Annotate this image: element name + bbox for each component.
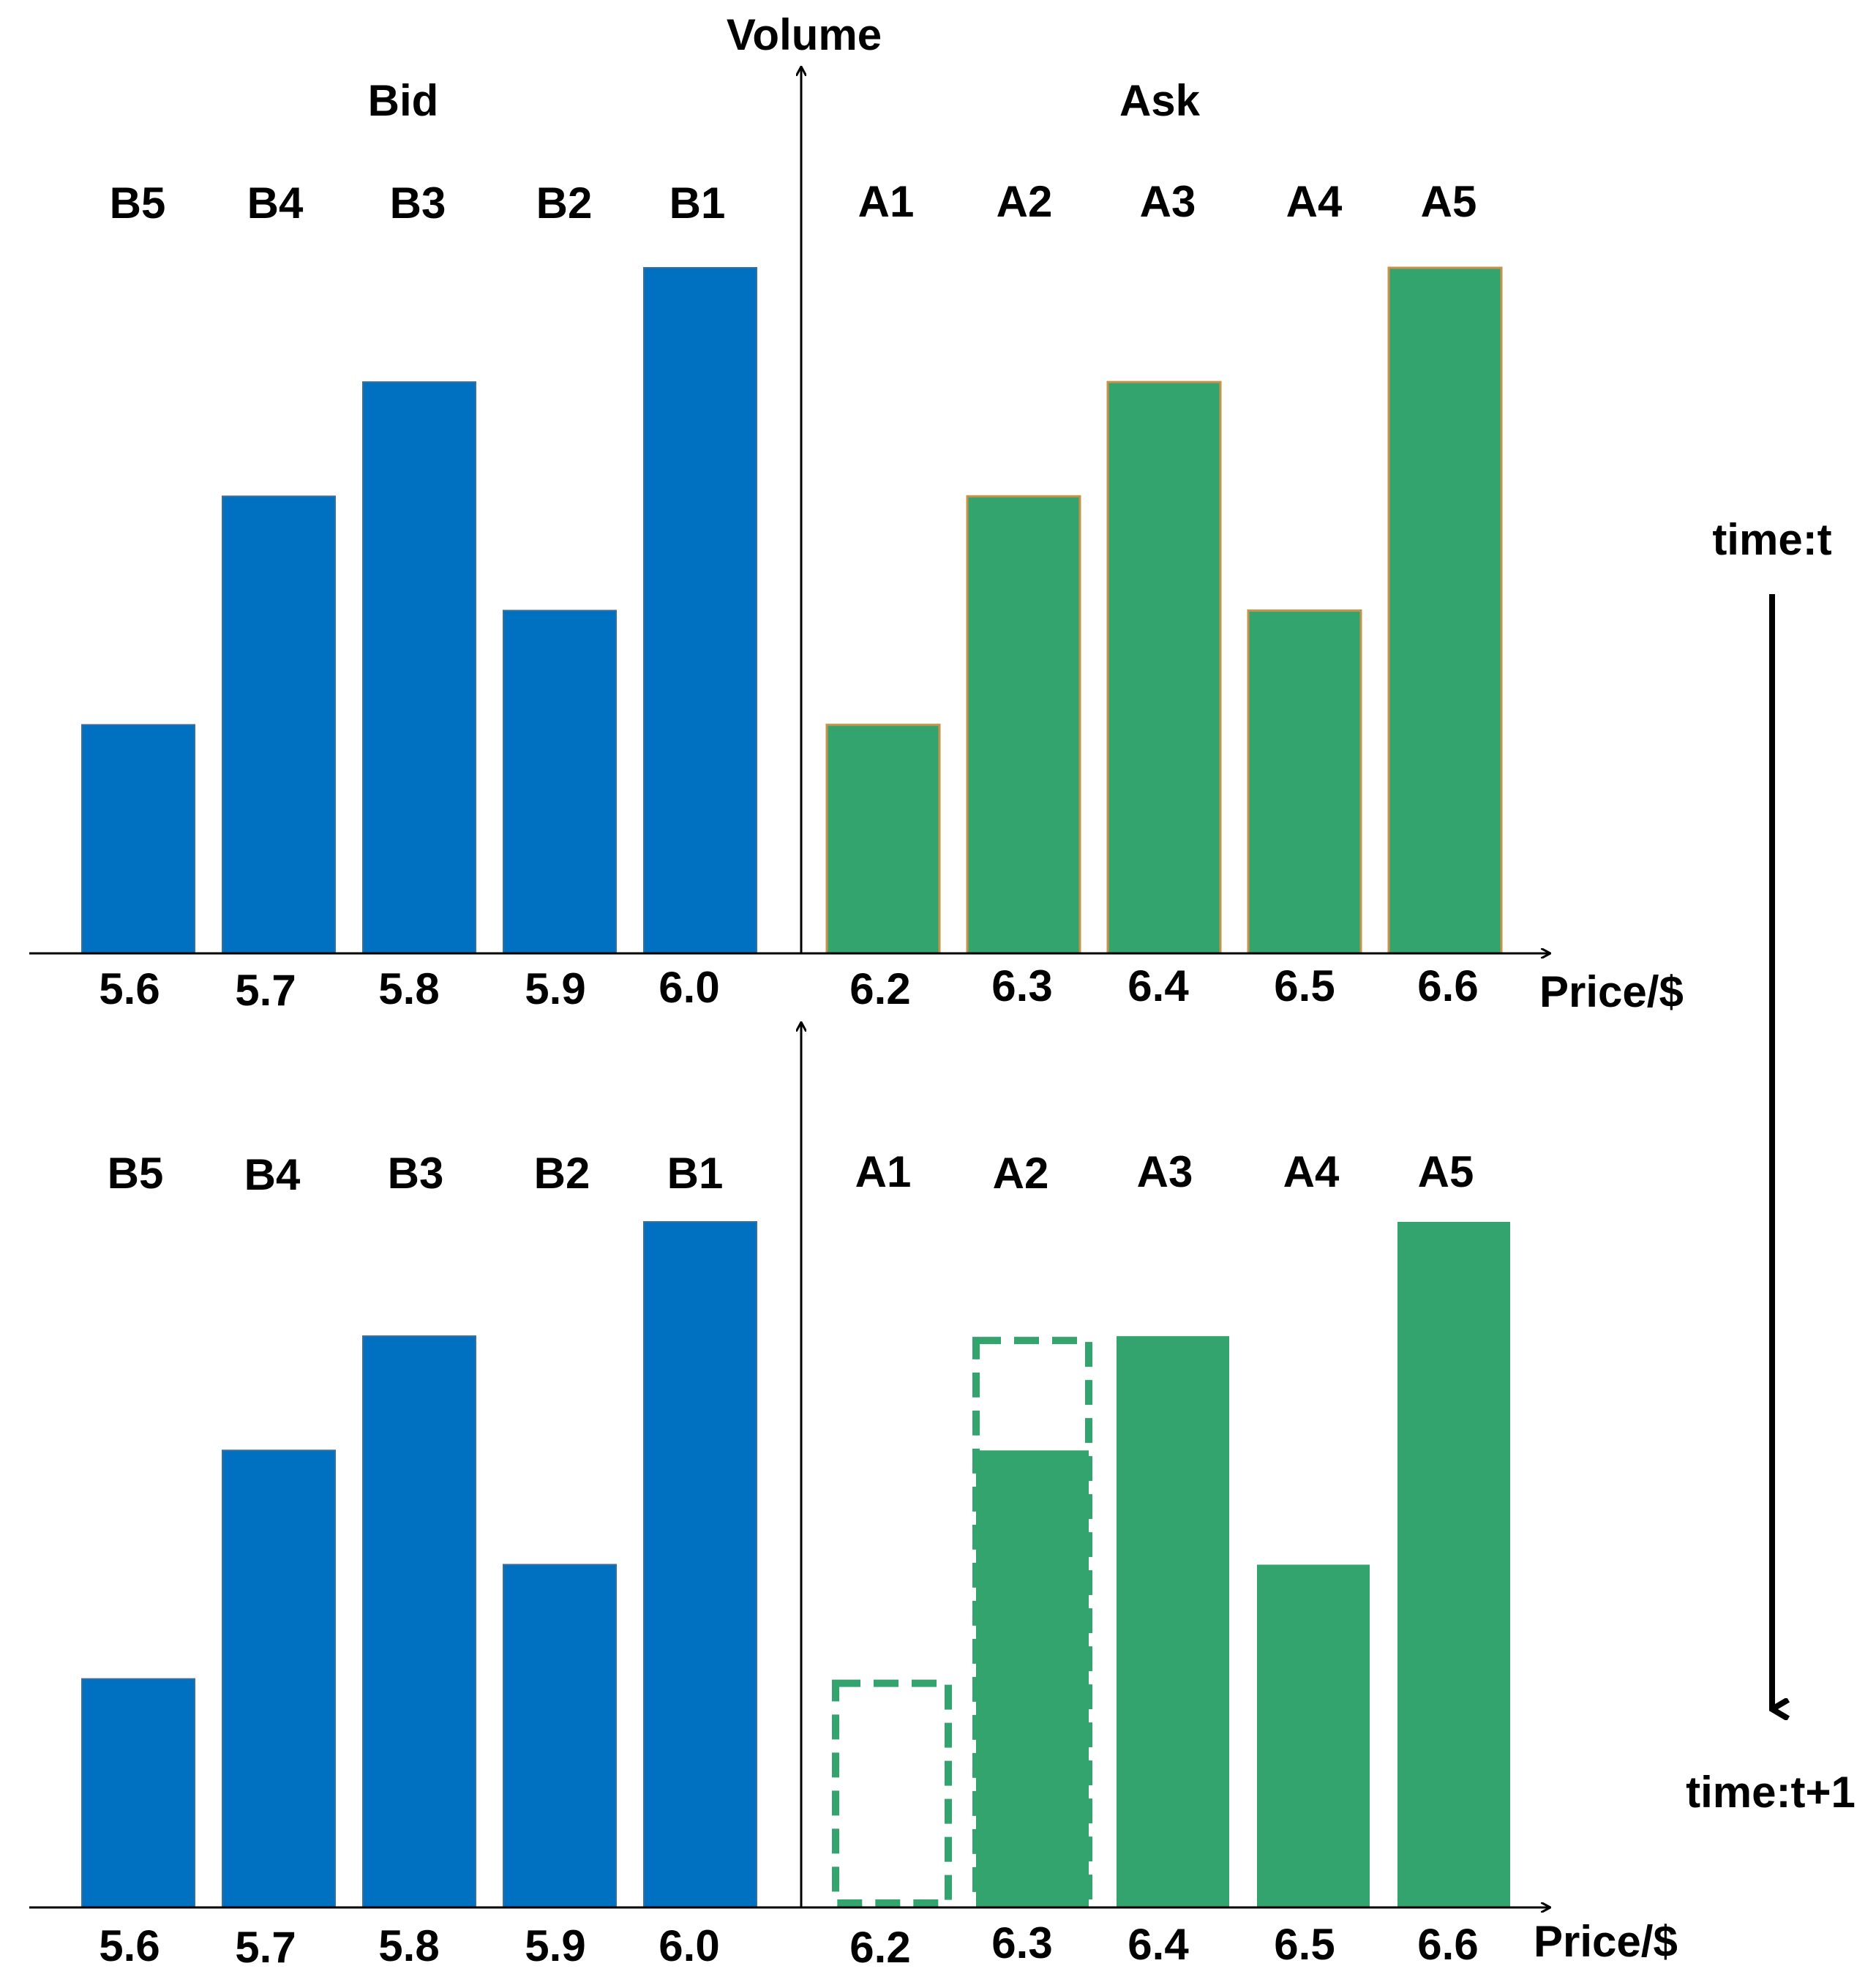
bid-bar — [503, 1564, 617, 1908]
ask-bar — [1397, 1222, 1510, 1907]
price-tick-label: 5.6 — [99, 964, 160, 1013]
bid-level-label: B5 — [108, 1149, 164, 1198]
price-tick-label: 6.3 — [991, 961, 1052, 1010]
bid-level-label: B5 — [110, 179, 166, 228]
ask-bar — [825, 724, 941, 955]
bid-bar — [362, 381, 476, 954]
x-axis-title: Price/$ — [1539, 967, 1684, 1016]
bid-bar — [643, 1221, 757, 1908]
ask-bar — [1106, 380, 1222, 955]
ask-level-label: A1 — [858, 177, 915, 226]
bid-level-label: B1 — [669, 179, 726, 228]
time-end-label: time:t+1 — [1686, 1768, 1856, 1817]
ask-level-label: A2 — [993, 1149, 1049, 1198]
ask-bar — [1257, 1564, 1370, 1907]
price-tick-label: 6.3 — [991, 1918, 1052, 1967]
x-axis-title: Price/$ — [1534, 1917, 1678, 1966]
price-tick-label: 5.8 — [378, 1921, 439, 1970]
bid-level-label: B3 — [388, 1149, 444, 1198]
time-start-label: time:t — [1712, 515, 1831, 564]
price-tick-label: 6.0 — [659, 963, 719, 1012]
price-tick-label: 5.6 — [99, 1921, 160, 1970]
removed-volume-outline — [832, 1679, 952, 1907]
ask-level-label: A3 — [1137, 1147, 1193, 1196]
ask-level-label: A5 — [1421, 177, 1477, 226]
price-tick-label: 6.4 — [1128, 961, 1189, 1010]
ask-level-label: A1 — [855, 1147, 912, 1196]
bid-bar — [503, 609, 617, 954]
bid-level-label: B2 — [534, 1149, 590, 1198]
ask-bar — [1387, 266, 1503, 955]
bid-level-label: B2 — [536, 179, 593, 228]
price-tick-label: 6.5 — [1274, 961, 1335, 1010]
bid-bar — [222, 1449, 336, 1909]
bid-level-label: B3 — [390, 179, 446, 228]
bottom-panel: B5 B4 B3 B2 B1 A1 A2 A3 A4 A5 5.6 5.7 5.… — [29, 1023, 1678, 1972]
price-tick-label: 6.2 — [849, 964, 910, 1013]
bid-bar — [643, 267, 757, 954]
time-arrow-group: time:t time:t+1 — [1686, 515, 1856, 1817]
bid-bar — [81, 724, 195, 955]
price-tick-label: 5.9 — [525, 964, 585, 1013]
price-tick-label: 6.5 — [1274, 1920, 1335, 1969]
price-tick-label: 5.9 — [525, 1921, 585, 1970]
top-panel: Volume Bid Ask B5 B4 B3 B2 B1 A1 A2 A3 A… — [29, 10, 1684, 1016]
price-tick-label: 5.7 — [235, 1923, 296, 1972]
bid-bar — [362, 1335, 476, 1908]
price-tick-label: 6.6 — [1417, 961, 1478, 1010]
bid-bar — [222, 495, 336, 954]
price-tick-label: 6.4 — [1128, 1920, 1189, 1969]
bid-level-label: B4 — [247, 179, 304, 228]
ask-level-label: A3 — [1140, 177, 1196, 226]
bid-level-label: B1 — [667, 1149, 724, 1198]
price-tick-label: 5.8 — [378, 964, 439, 1013]
price-tick-label: 6.0 — [659, 1921, 719, 1970]
price-tick-label: 6.6 — [1417, 1920, 1478, 1969]
ask-level-label: A2 — [997, 177, 1053, 226]
ask-level-label: A4 — [1283, 1147, 1340, 1196]
ask-bar — [966, 495, 1081, 955]
ask-bar — [976, 1450, 1089, 1907]
price-tick-label: 5.7 — [235, 966, 296, 1015]
bid-title: Bid — [368, 76, 439, 125]
y-axis-title: Volume — [727, 10, 882, 59]
ask-level-label: A5 — [1418, 1147, 1474, 1196]
ask-title: Ask — [1119, 76, 1201, 125]
ask-bar — [1117, 1336, 1229, 1907]
removed-volume-outline — [972, 1337, 1092, 1907]
bid-level-label: B4 — [244, 1150, 301, 1199]
bid-bar — [81, 1678, 195, 1909]
ask-bar — [1247, 609, 1362, 955]
ask-level-label: A4 — [1286, 177, 1343, 226]
price-tick-label: 6.2 — [849, 1923, 910, 1972]
